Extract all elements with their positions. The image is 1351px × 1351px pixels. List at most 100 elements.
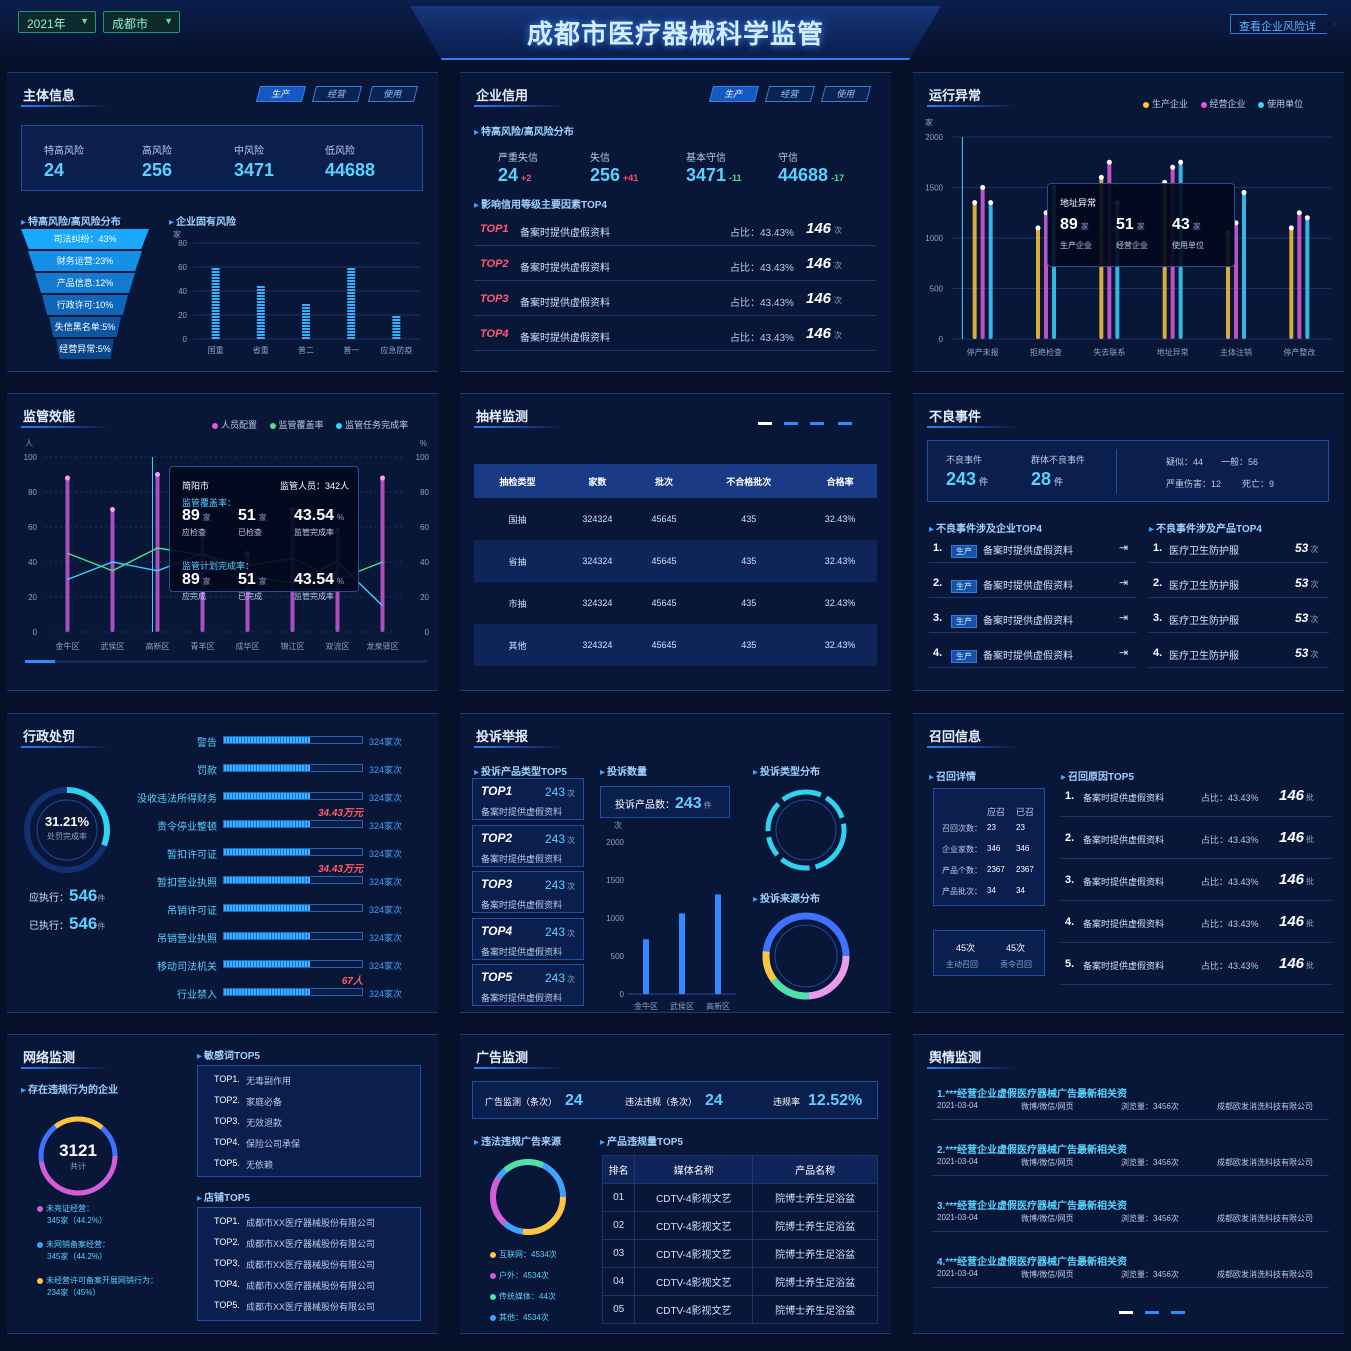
news-title[interactable]: 4.***经营企业虚假医疗器械广告最新相关资	[937, 1257, 1128, 1268]
y-unit: 家	[925, 117, 933, 127]
expand-icon[interactable]: ⇥	[1119, 542, 1129, 554]
table-cell: 45645	[651, 598, 677, 608]
right-title: 不良事件涉及产品TOP4	[1149, 520, 1262, 535]
recall-due: 346	[987, 844, 1001, 853]
enterprise-item[interactable]: 生产 备案时提供虚假资料	[951, 647, 1073, 663]
expand-icon[interactable]: ⇥	[1119, 612, 1129, 624]
staff-bar	[155, 474, 160, 632]
tab-usage[interactable]: 使用	[820, 86, 872, 102]
rank-number: 4.	[933, 647, 943, 659]
product-name: 医疗卫生防护服	[1169, 616, 1239, 627]
chart-tooltip: 简阳市 监管人员：342人 监管覆盖率： 监管计划完成率： 89 家应检查 51 家已…	[169, 466, 359, 601]
news-title[interactable]: 3.***经营企业虚假医疗器械广告最新相关资	[937, 1201, 1128, 1212]
column-header: 抽检类型	[499, 476, 536, 487]
panel-title: 企业信用	[476, 88, 529, 103]
complaint-top-item[interactable]: TOP2 243 次备案时提供虚假资料	[472, 824, 584, 867]
tab-production[interactable]: 生产	[708, 86, 760, 102]
credit-number: 24	[498, 165, 519, 185]
legend-dot	[490, 1272, 496, 1279]
enterprise-item[interactable]: 生产 备案时提供虚假资料	[951, 577, 1073, 593]
row-divider	[474, 245, 876, 246]
table-cell: 其他	[508, 640, 527, 651]
table-cell: CDTV-4影视文艺	[634, 1183, 754, 1212]
credit-delta: -11	[729, 173, 742, 183]
complaint-top-item[interactable]: TOP1 243 次备案时提供虚假资料	[472, 778, 584, 820]
y-tick: 500	[611, 952, 625, 961]
panel-title: 行政处罚	[23, 729, 76, 744]
credit-number: 3471	[686, 165, 727, 185]
title-underline	[21, 1067, 111, 1069]
rank-number: 3.	[933, 612, 943, 624]
chart-scrollbar[interactable]	[25, 660, 427, 663]
donut-inner	[774, 924, 838, 988]
panel-network: 网络监测 存在违规行为的企业 3121 共计 未亮证经营： 345家（44.2%）…	[7, 1034, 438, 1334]
expand-icon[interactable]: ⇥	[1119, 647, 1129, 659]
credit-label: 守信	[778, 153, 798, 164]
tooltip-city: 简阳市	[182, 481, 210, 491]
enterprise-item[interactable]: 生产 备案时提供虚假资料	[951, 542, 1073, 558]
tab-usage[interactable]: 使用	[367, 86, 419, 102]
factor-text: 备案时提供虚假资料	[520, 333, 610, 344]
panel-public-opinion: 舆情监测 1.***经营企业虚假医疗器械广告最新相关资 2021-03-04 微博/…	[913, 1034, 1344, 1334]
bar-segment	[347, 322, 356, 324]
bar-fill	[224, 737, 310, 743]
bar-segment	[302, 334, 310, 336]
y-tick-left: 100	[24, 453, 38, 462]
page-indicator-active[interactable]	[1119, 1311, 1133, 1314]
bar	[1297, 212, 1302, 339]
penalty-label: 行业禁入	[177, 990, 217, 1001]
enterprise-item[interactable]: 生产 备案时提供虚假资料	[951, 612, 1073, 628]
funnel-item: 失信黑名单:5%	[49, 317, 121, 337]
complaint-top-item[interactable]: TOP3 243 次备案时提供虚假资料	[472, 871, 584, 913]
bar	[643, 939, 649, 994]
tab-operation[interactable]: 经营	[311, 86, 363, 102]
table-cell: 435	[741, 514, 757, 524]
expand-icon[interactable]: ⇥	[1119, 577, 1129, 589]
x-tick: 拒绝检查	[1030, 347, 1062, 357]
bar-segment	[392, 328, 401, 330]
table-cell: 05	[601, 1295, 636, 1324]
bar-segment	[211, 337, 220, 339]
page-indicator[interactable]	[784, 422, 798, 425]
funnel-item: 经营异常:5%	[56, 339, 114, 359]
col-header: 已召	[1016, 807, 1035, 817]
complaint-top-item[interactable]: TOP4 243 次备案时提供虚假资料	[472, 917, 584, 960]
page-indicator[interactable]	[1171, 1311, 1185, 1314]
tooltip-s1: 监管覆盖率：	[182, 498, 237, 508]
news-company: 成都欧发消洗科技有限公司	[1217, 1214, 1313, 1223]
scroll-thumb[interactable]	[25, 660, 55, 663]
news-title[interactable]: 1.***经营企业虚假医疗器械广告最新相关资	[937, 1089, 1128, 1100]
shop-name: 成都市XX医疗器械股份有限公司	[246, 1218, 376, 1228]
bar-segment	[347, 334, 356, 336]
risk-detail-link[interactable]: 查看企业风险详情	[1230, 14, 1335, 34]
chevron-down-icon: ▼	[80, 16, 89, 26]
panel-advertising: 广告监测 广告监测（条次） 24 违法违规（条次） 24 违规率 12.52% 违法违…	[460, 1034, 891, 1334]
page-indicator[interactable]	[838, 422, 852, 425]
city-select[interactable]: 成都市 ▼	[103, 11, 180, 33]
panel-sampling: 抽样监测 抽检类型 家数 批次 不合格批次 合格率 国抽 324324 45645 435 32.…	[460, 393, 891, 691]
stat-value: 44688	[325, 160, 376, 180]
page-indicator-active[interactable]	[758, 422, 772, 425]
panel-title: 广告监测	[476, 1050, 529, 1065]
news-title[interactable]: 2.***经营企业虚假医疗器械广告最新相关资	[937, 1145, 1128, 1156]
y-tick: 500	[930, 285, 944, 294]
divider	[1116, 449, 1117, 493]
y-tick-left: 40	[28, 558, 37, 567]
y-tick-right: 0	[425, 628, 430, 637]
tab-production[interactable]: 生产	[255, 86, 307, 102]
table-cell: 04	[601, 1267, 636, 1296]
done-label: 已执行：	[29, 921, 69, 932]
value-unit: 次	[567, 975, 576, 984]
bar-segment	[302, 316, 310, 318]
page-indicator[interactable]	[810, 422, 824, 425]
recall-type-value: 45次	[1006, 943, 1026, 953]
year-select[interactable]: 2021年 ▼	[18, 11, 96, 33]
page-indicator[interactable]	[1145, 1311, 1159, 1314]
bar-segment	[256, 304, 265, 306]
complaint-top-item[interactable]: TOP5 243 次备案时提供虚假资料	[472, 964, 584, 1006]
stat-small: 疑似：44	[1166, 457, 1204, 467]
ad-violation-table: 排名 媒体名称 产品名称 01 CDTV-4影视文艺 院博士养生足浴盆 02 CDTV-4影视…	[601, 1155, 878, 1324]
reason-ratio: 占比：43.43%	[1201, 835, 1259, 845]
rank-badge: TOP4	[481, 923, 513, 938]
tab-operation[interactable]: 经营	[764, 86, 816, 102]
